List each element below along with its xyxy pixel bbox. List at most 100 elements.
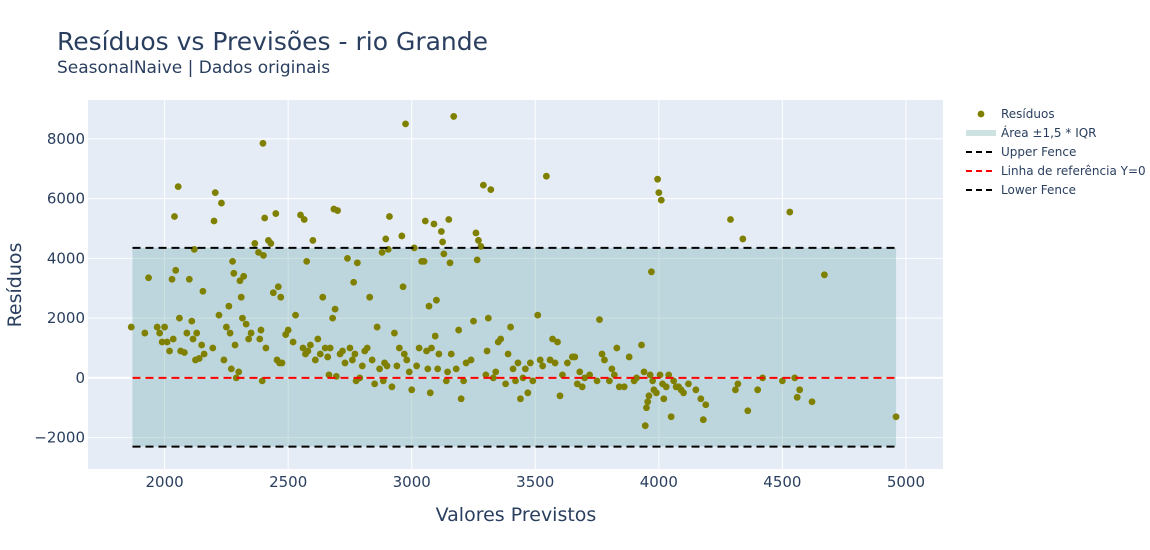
residual-point-137 [424,365,432,373]
residual-point-47 [242,320,250,328]
residual-point-196 [559,371,566,379]
residual-point-246 [699,416,707,424]
residual-point-260 [808,398,816,406]
residual-point-221 [643,404,650,412]
residual-point-7 [163,338,171,346]
residual-point-98 [349,356,356,364]
residual-point-61 [269,289,277,297]
residual-point-5 [158,338,166,346]
residual-point-220 [641,422,649,430]
y-axis-ticks: −2000 0 2000 4000 6000 8000 [34,130,85,447]
residual-point-79 [309,237,317,244]
residual-point-200 [573,380,581,388]
residual-point-151 [445,216,453,223]
legend-label-residuals: Resíduos [1001,107,1055,121]
residual-point-1 [141,329,149,337]
residual-point-238 [670,377,678,385]
residual-point-71 [292,311,299,319]
residual-point-251 [739,235,747,243]
residual-point-112 [378,248,386,256]
x-tick-label-3500: 3500 [516,473,554,491]
x-tick-label-4500: 4500 [763,473,801,491]
residual-point-191 [546,356,554,364]
residual-point-13 [174,183,182,191]
residual-point-163 [473,256,481,264]
residual-point-243 [685,380,692,388]
residual-point-141 [430,220,438,228]
residual-point-199 [571,353,579,361]
residual-point-113 [379,377,387,385]
residual-point-190 [542,172,550,180]
y-axis-title: Resíduos [4,243,26,328]
residual-point-176 [504,350,512,358]
residual-point-207 [598,350,606,358]
residual-point-201 [576,368,584,376]
residual-point-3 [153,323,161,331]
residual-point-19 [188,317,196,325]
residual-point-136 [423,347,430,355]
residual-point-247 [702,401,710,409]
residual-point-34 [222,323,230,331]
residual-point-230 [655,189,663,197]
residual-point-158 [460,377,468,385]
residual-point-90 [331,305,339,313]
residual-point-153 [447,350,455,358]
residual-point-144 [434,365,442,373]
residual-point-70 [289,338,297,346]
x-tick-label-2000: 2000 [146,473,184,491]
residual-point-52 [256,335,264,343]
legend-marker-residuals [977,110,985,118]
residual-point-21 [190,245,198,253]
residual-point-236 [665,371,673,379]
residual-point-172 [492,368,500,376]
x-tick-label-5000: 5000 [887,473,925,491]
residual-point-183 [521,365,529,373]
residual-point-234 [660,395,668,403]
residual-point-2 [145,274,152,282]
residual-point-83 [319,293,327,301]
residual-point-24 [195,355,203,362]
legend-label-iqr: Área ±1,5 * IQR [1001,125,1097,140]
residual-point-160 [467,356,475,364]
residual-point-40 [231,341,239,349]
residual-point-146 [437,228,445,235]
residual-point-35 [225,302,233,310]
residual-point-48 [245,335,253,343]
residual-point-100 [351,350,359,358]
residual-point-152 [446,259,454,267]
residual-point-208 [601,356,608,364]
residual-point-20 [189,335,197,343]
residual-point-86 [325,371,333,379]
residual-point-9 [168,275,176,283]
residual-point-229 [654,175,661,183]
residual-point-87 [326,344,334,352]
residual-point-127 [403,356,411,364]
residual-point-140 [428,344,435,352]
residual-point-80 [311,356,319,364]
residual-point-219 [640,368,648,376]
residual-points [127,113,900,430]
residual-point-175 [502,380,510,388]
residual-point-28 [209,344,217,352]
residual-point-10 [169,335,177,343]
residual-point-29 [210,217,218,225]
y-tick-label--2000: −2000 [34,429,85,447]
residual-point-109 [371,380,379,388]
residual-point-225 [648,268,655,276]
residual-point-169 [484,314,492,322]
residual-point-161 [470,317,477,325]
y-tick-label-0: 0 [75,369,85,387]
residual-point-81 [314,335,322,343]
residual-point-187 [534,311,542,319]
chart-subtitle: SeasonalNaive | Dados originais [57,58,330,78]
residual-point-132 [415,344,423,352]
residual-point-206 [596,316,603,324]
residual-point-128 [405,368,413,376]
residual-point-257 [791,374,799,382]
residual-point-189 [539,362,547,370]
legend-marker-iqr [966,130,996,136]
residual-point-135 [421,217,429,225]
residual-point-67 [278,359,286,367]
residual-point-31 [215,311,223,319]
residual-point-39 [230,269,238,277]
